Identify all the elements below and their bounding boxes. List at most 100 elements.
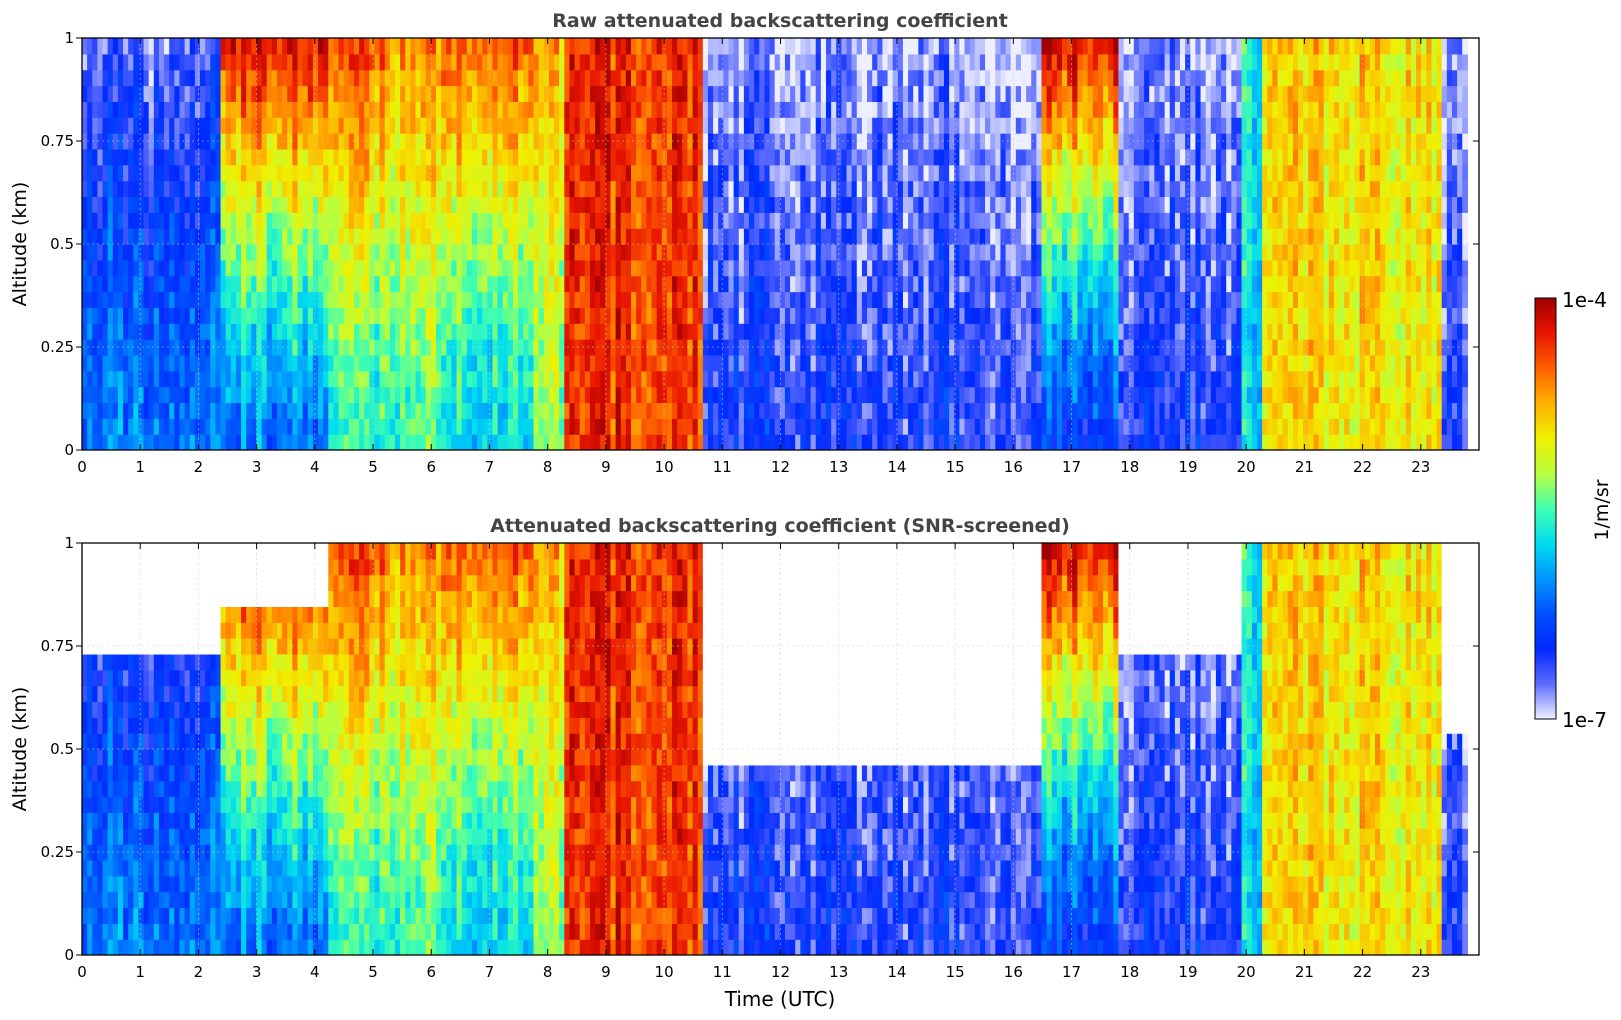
heatmap-cell bbox=[482, 148, 488, 166]
heatmap-cell bbox=[574, 244, 581, 261]
heatmap-cell bbox=[312, 244, 319, 261]
heatmap-cell bbox=[851, 259, 858, 277]
heatmap-cell bbox=[795, 354, 801, 372]
heatmap-cell bbox=[1041, 418, 1048, 435]
heatmap-cell bbox=[210, 117, 216, 134]
heatmap-cell bbox=[882, 275, 889, 293]
heatmap-cell bbox=[441, 85, 447, 102]
heatmap-cell bbox=[302, 228, 309, 245]
heatmap-cell bbox=[892, 85, 899, 102]
heatmap-cell bbox=[235, 164, 242, 182]
heatmap-cell bbox=[784, 212, 791, 229]
heatmap-cell bbox=[887, 69, 894, 87]
heatmap-cell bbox=[451, 307, 458, 324]
heatmap-cell bbox=[702, 53, 709, 71]
heatmap-cell bbox=[112, 117, 119, 134]
heatmap-cell bbox=[1015, 101, 1022, 118]
heatmap-cell bbox=[415, 323, 422, 340]
heatmap-cell bbox=[738, 291, 745, 308]
heatmap-cell bbox=[564, 370, 571, 388]
heatmap-cell bbox=[205, 370, 211, 388]
heatmap-cell bbox=[831, 69, 837, 87]
heatmap-cell bbox=[631, 402, 637, 419]
heatmap-cell bbox=[738, 434, 745, 450]
heatmap-cell bbox=[333, 339, 340, 356]
heatmap-cell bbox=[210, 53, 216, 71]
heatmap-cell bbox=[492, 418, 499, 435]
heatmap-cell bbox=[456, 196, 463, 213]
heatmap-cell bbox=[707, 69, 714, 87]
heatmap-cell bbox=[800, 180, 807, 198]
heatmap-cell bbox=[1051, 275, 1058, 293]
heatmap-cell bbox=[343, 164, 350, 182]
heatmap-cell bbox=[1031, 196, 1037, 213]
heatmap-cell bbox=[282, 38, 288, 55]
heatmap-cell bbox=[882, 69, 889, 87]
heatmap-cell bbox=[107, 212, 114, 229]
heatmap-cell bbox=[1000, 212, 1007, 229]
heatmap-cell bbox=[661, 133, 668, 150]
heatmap-cell bbox=[887, 370, 894, 388]
heatmap-cell bbox=[1046, 196, 1053, 213]
heatmap-cell bbox=[513, 402, 519, 419]
heatmap-cell bbox=[841, 212, 848, 229]
heatmap-cell bbox=[538, 212, 545, 229]
heatmap-cell bbox=[666, 339, 673, 356]
heatmap-cell bbox=[764, 196, 771, 213]
heatmap-cell bbox=[153, 38, 160, 55]
heatmap-cell bbox=[723, 85, 730, 102]
heatmap-cell bbox=[343, 370, 350, 388]
heatmap-cell bbox=[384, 117, 391, 134]
heatmap-cell bbox=[790, 244, 796, 261]
heatmap-cell bbox=[1036, 370, 1043, 388]
heatmap-cell bbox=[641, 212, 647, 229]
heatmap-cell bbox=[374, 275, 381, 293]
heatmap-cell bbox=[682, 212, 689, 229]
heatmap-cell bbox=[764, 244, 771, 261]
heatmap-cell bbox=[543, 323, 550, 340]
heatmap-cell bbox=[749, 386, 755, 404]
heatmap-cell bbox=[615, 38, 622, 55]
heatmap-cell bbox=[235, 117, 242, 134]
heatmap-cell bbox=[174, 85, 181, 102]
heatmap-cell bbox=[482, 418, 488, 435]
heatmap-cell bbox=[374, 38, 381, 55]
heatmap-cell bbox=[631, 164, 637, 182]
heatmap-cell bbox=[415, 101, 422, 118]
heatmap-cell bbox=[933, 148, 940, 166]
heatmap-cell bbox=[276, 402, 283, 419]
heatmap-cell bbox=[923, 133, 930, 150]
heatmap-cell bbox=[985, 212, 991, 229]
heatmap-cell bbox=[297, 228, 304, 245]
heatmap-cell bbox=[523, 354, 529, 372]
heatmap-cell bbox=[1026, 117, 1032, 134]
heatmap-cell bbox=[800, 228, 807, 245]
heatmap-cell bbox=[323, 354, 329, 372]
heatmap-cell bbox=[974, 418, 981, 435]
heatmap-cell bbox=[836, 228, 842, 245]
heatmap-cell bbox=[702, 259, 709, 277]
heatmap-cell bbox=[867, 133, 873, 150]
heatmap-cell bbox=[374, 354, 381, 372]
heatmap-cell bbox=[318, 259, 324, 277]
heatmap-cell bbox=[985, 259, 991, 277]
heatmap-cell bbox=[985, 196, 991, 213]
heatmap-cell bbox=[554, 196, 560, 213]
heatmap-cell bbox=[420, 434, 427, 450]
heatmap-cell bbox=[471, 307, 478, 324]
heatmap-cell bbox=[882, 402, 889, 419]
heatmap-cell bbox=[1026, 196, 1032, 213]
heatmap-cell bbox=[441, 101, 447, 118]
heatmap-cell bbox=[364, 291, 370, 308]
heatmap-cell bbox=[790, 180, 796, 198]
heatmap-cell bbox=[923, 38, 930, 55]
heatmap-cell bbox=[815, 323, 822, 340]
heatmap-cell bbox=[831, 228, 837, 245]
heatmap-cell bbox=[1000, 85, 1007, 102]
heatmap-cell bbox=[554, 259, 560, 277]
heatmap-cell bbox=[672, 117, 678, 134]
heatmap-cell bbox=[282, 69, 288, 87]
heatmap-cell bbox=[769, 386, 776, 404]
heatmap-cell bbox=[502, 212, 509, 229]
heatmap-cell bbox=[297, 85, 304, 102]
